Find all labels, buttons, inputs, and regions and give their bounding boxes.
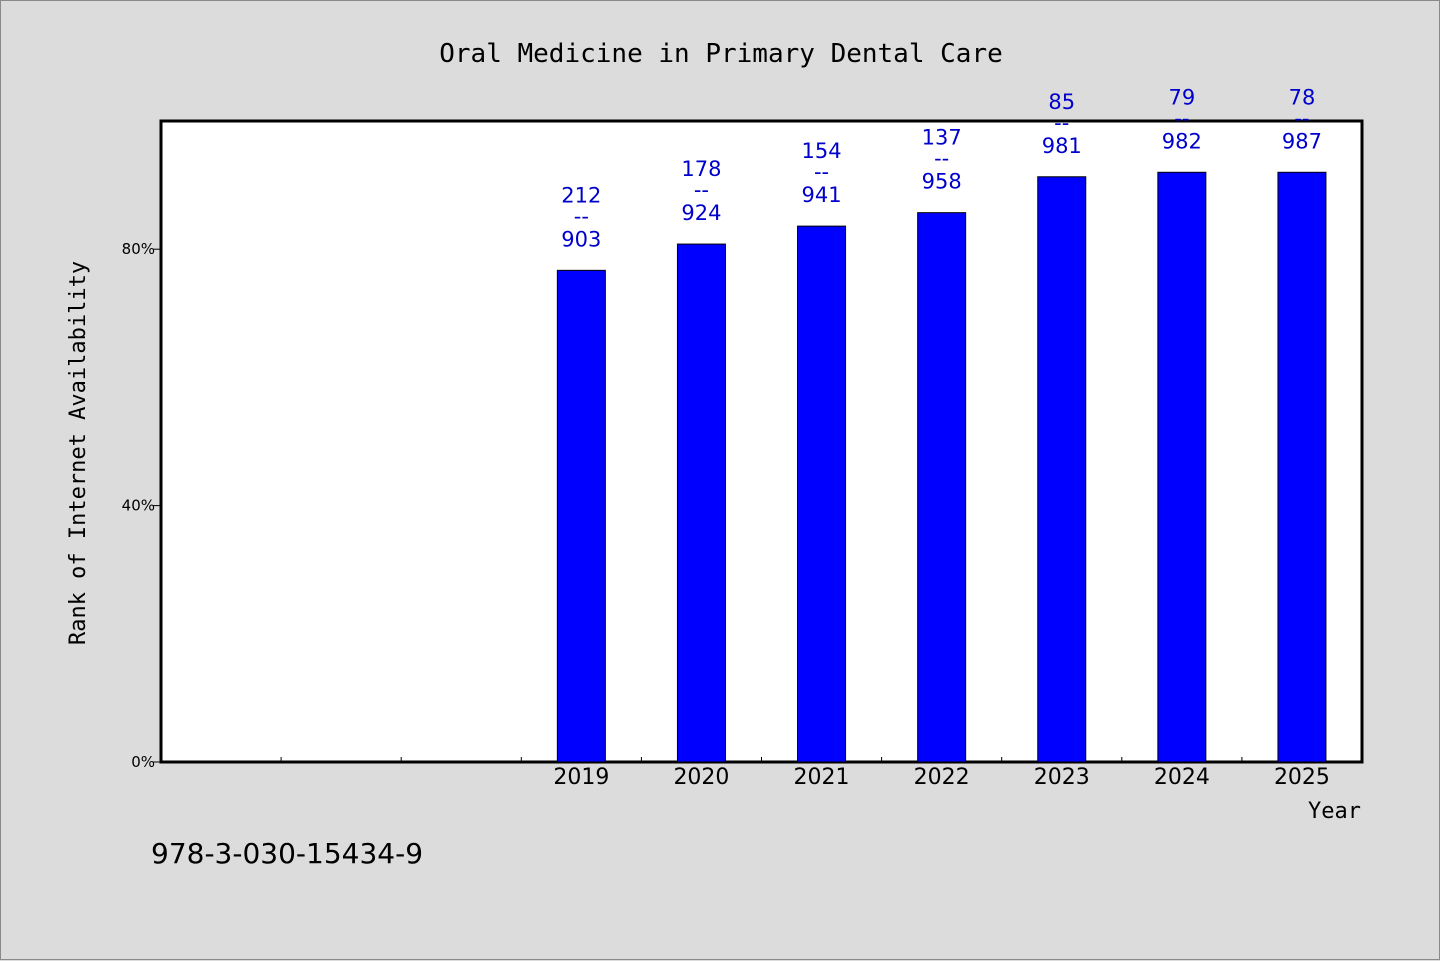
bar: [676, 243, 726, 763]
bar-label-bottom: 981: [1042, 134, 1082, 158]
bar-label-bottom: 987: [1282, 129, 1322, 153]
bar-label-top: 85: [1048, 90, 1075, 114]
bars: [556, 171, 1327, 763]
x-axis-label: Year: [1308, 799, 1361, 824]
bar-label-top: 178: [681, 157, 721, 181]
bar-label-separator: --: [934, 147, 949, 171]
bar-label-bottom: 924: [681, 201, 721, 225]
bar: [556, 269, 606, 763]
x-axis: 2019 2020 2021 2022 2023 2024 2025: [280, 757, 1330, 790]
x-tick-label: 2020: [673, 765, 729, 790]
bar-label-bottom: 941: [802, 183, 842, 207]
bar-label-top: 79: [1168, 85, 1195, 109]
x-tick-label: 2019: [553, 765, 609, 790]
x-tick-label: 2022: [914, 765, 970, 790]
y-axis: 0% 40% 80%: [122, 240, 161, 771]
bar: [1037, 176, 1087, 763]
bar-label-bottom: 958: [922, 170, 962, 194]
x-tick-label: 2024: [1154, 765, 1210, 790]
bar-label-top: 78: [1289, 85, 1316, 109]
bar-labels: 212--903178--924154--941137--95885--9817…: [561, 85, 1322, 251]
bar: [1157, 171, 1207, 763]
y-axis-label: Rank of Internet Availability: [66, 261, 91, 645]
bar-label-separator: --: [1054, 111, 1069, 135]
chart-title: Oral Medicine in Primary Dental Care: [439, 39, 1003, 69]
bar-label-top: 212: [561, 183, 601, 207]
y-tick-label: 0%: [131, 753, 155, 771]
bar: [797, 225, 847, 763]
bar: [1277, 171, 1327, 763]
bar-label-separator: --: [694, 178, 709, 202]
y-tick-label: 40%: [122, 497, 155, 515]
y-tick-label: 80%: [122, 240, 155, 258]
bar-label-separator: --: [1294, 106, 1309, 130]
bar-label-top: 137: [922, 126, 962, 150]
x-tick-label: 2023: [1034, 765, 1090, 790]
bar-label-top: 154: [802, 139, 842, 163]
bar-label-bottom: 903: [561, 227, 601, 251]
isbn-footnote: 978-3-030-15434-9: [151, 837, 423, 870]
bar-label-separator: --: [574, 204, 589, 228]
x-tick-label: 2021: [794, 765, 850, 790]
bar-label-separator: --: [814, 160, 829, 184]
x-tick-label: 2025: [1274, 765, 1330, 790]
bar: [917, 212, 967, 763]
bar-label-bottom: 982: [1162, 129, 1202, 153]
bar-label-separator: --: [1174, 106, 1189, 130]
